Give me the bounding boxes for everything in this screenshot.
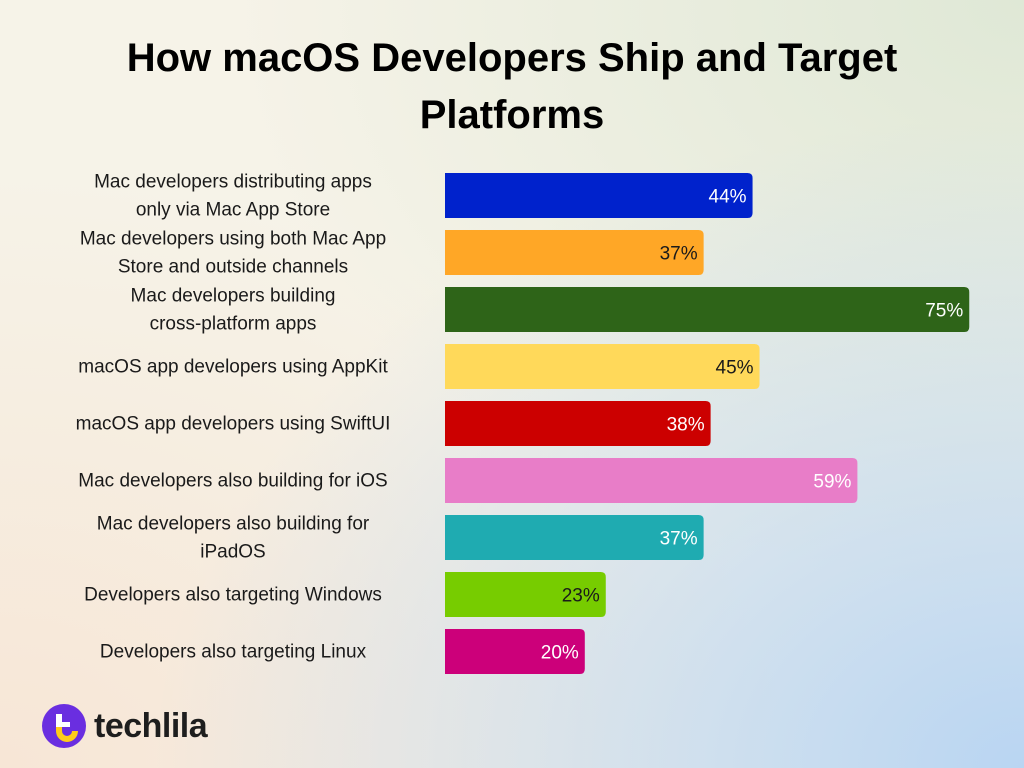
bar — [445, 458, 858, 503]
category-label: Developers also targeting Linux — [100, 642, 367, 663]
data-label: 44% — [709, 187, 747, 208]
category-label: Mac developers using both Mac App Store a… — [80, 229, 386, 278]
data-label: 45% — [716, 358, 754, 379]
category-label: macOS app developers using SwiftUI — [76, 414, 391, 435]
data-label: 38% — [667, 415, 705, 436]
data-label: 37% — [660, 529, 698, 550]
data-label: 59% — [813, 472, 851, 493]
brand-logo: techlila — [42, 704, 208, 748]
bar — [445, 515, 704, 560]
data-label: 75% — [925, 301, 963, 322]
data-label: 23% — [562, 586, 600, 607]
data-label: 20% — [541, 643, 579, 664]
category-label: Mac developers building cross-platform ap… — [131, 286, 336, 335]
category-label: Mac developers also building for iPadOS — [97, 514, 370, 563]
bar — [445, 629, 585, 674]
bar — [445, 344, 760, 389]
bar — [445, 287, 970, 332]
bar — [445, 572, 606, 617]
chart-title: How macOS Developers Ship and Target Pla… — [126, 36, 898, 137]
category-label: Mac developers distributing apps only via… — [94, 172, 372, 221]
bar — [445, 401, 711, 446]
bar — [445, 173, 753, 218]
techlila-logo-icon — [42, 704, 86, 748]
data-label: 37% — [660, 244, 698, 265]
category-label: Mac developers also building for iOS — [78, 471, 387, 492]
category-label: Developers also targeting Windows — [84, 585, 382, 606]
bar — [445, 230, 704, 275]
brand-name: techlila — [94, 706, 208, 745]
category-label: macOS app developers using AppKit — [78, 357, 388, 378]
